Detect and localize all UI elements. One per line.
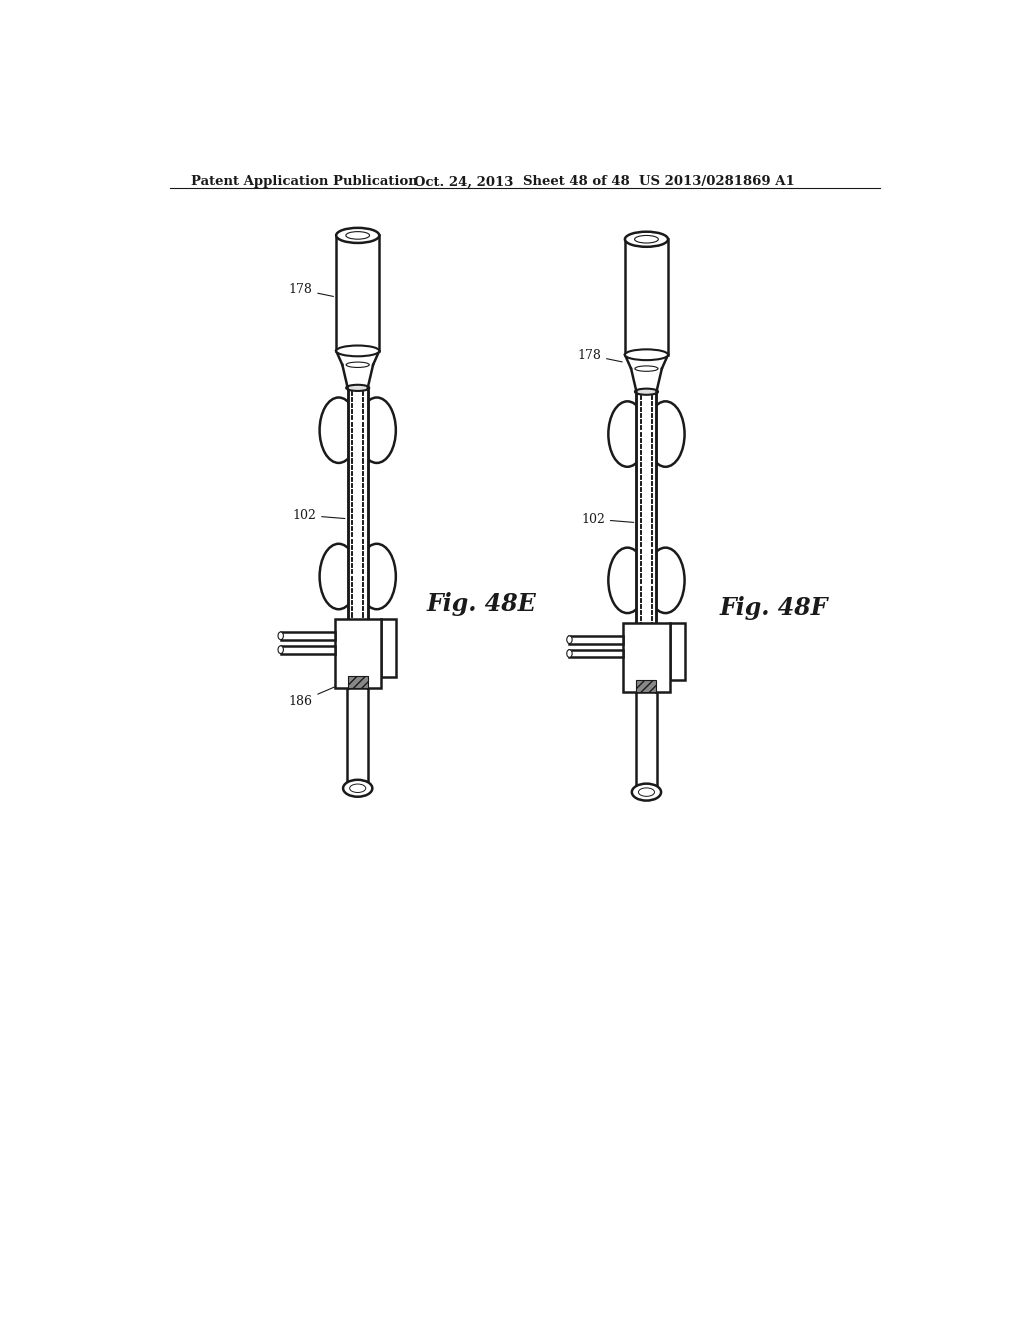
Ellipse shape — [349, 784, 366, 792]
Bar — [569, 636, 624, 644]
Ellipse shape — [566, 636, 572, 644]
Ellipse shape — [319, 544, 357, 610]
Ellipse shape — [635, 388, 658, 395]
Ellipse shape — [346, 385, 370, 391]
Text: Sheet 48 of 48: Sheet 48 of 48 — [523, 176, 630, 189]
Text: Patent Application Publication: Patent Application Publication — [190, 176, 418, 189]
Ellipse shape — [336, 346, 379, 356]
Ellipse shape — [278, 632, 284, 640]
Ellipse shape — [635, 235, 658, 243]
Text: Fig. 48F: Fig. 48F — [720, 597, 828, 620]
Text: Fig. 48E: Fig. 48E — [427, 593, 537, 616]
Bar — [348, 543, 368, 619]
Bar — [335, 619, 381, 688]
Text: Oct. 24, 2013: Oct. 24, 2013 — [414, 176, 513, 189]
Text: 102: 102 — [292, 508, 345, 521]
Text: 102: 102 — [581, 512, 634, 525]
Ellipse shape — [646, 548, 685, 612]
Bar — [624, 623, 670, 692]
Text: US 2013/0281869 A1: US 2013/0281869 A1 — [639, 176, 795, 189]
Ellipse shape — [625, 232, 668, 247]
Ellipse shape — [608, 548, 646, 612]
Text: 178: 178 — [578, 348, 623, 362]
Ellipse shape — [357, 544, 396, 610]
Ellipse shape — [608, 401, 646, 467]
Ellipse shape — [646, 401, 685, 467]
Ellipse shape — [635, 366, 658, 371]
Ellipse shape — [625, 350, 668, 360]
Ellipse shape — [632, 784, 662, 800]
Ellipse shape — [346, 231, 370, 239]
Bar — [281, 645, 335, 653]
Ellipse shape — [336, 228, 379, 243]
Ellipse shape — [357, 397, 396, 463]
Bar — [381, 619, 396, 677]
Bar — [637, 680, 656, 692]
Ellipse shape — [566, 649, 572, 657]
Bar — [637, 545, 656, 623]
Bar — [281, 632, 335, 640]
Ellipse shape — [343, 780, 373, 797]
Bar — [348, 676, 368, 688]
Text: 186: 186 — [289, 682, 344, 708]
Bar — [348, 396, 368, 473]
Ellipse shape — [278, 645, 284, 653]
Ellipse shape — [638, 788, 654, 796]
Bar — [569, 649, 624, 657]
Text: 178: 178 — [289, 284, 334, 297]
Bar — [637, 400, 656, 477]
Bar — [670, 623, 685, 681]
Ellipse shape — [346, 362, 370, 367]
Ellipse shape — [319, 397, 357, 463]
